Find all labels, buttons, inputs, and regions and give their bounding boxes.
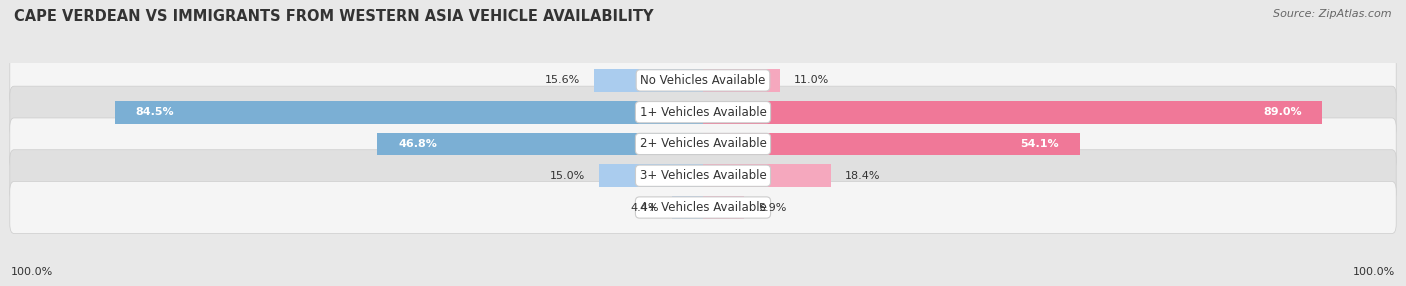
Bar	[703, 132, 1080, 155]
Text: 3+ Vehicles Available: 3+ Vehicles Available	[640, 169, 766, 182]
Text: 89.0%: 89.0%	[1263, 107, 1302, 117]
FancyBboxPatch shape	[10, 54, 1396, 106]
Text: 11.0%: 11.0%	[793, 76, 828, 86]
Bar	[672, 196, 703, 219]
Text: CAPE VERDEAN VS IMMIGRANTS FROM WESTERN ASIA VEHICLE AVAILABILITY: CAPE VERDEAN VS IMMIGRANTS FROM WESTERN …	[14, 9, 654, 23]
Text: 4.4%: 4.4%	[630, 202, 658, 212]
Bar	[115, 101, 703, 124]
Text: 2+ Vehicles Available: 2+ Vehicles Available	[640, 138, 766, 150]
Bar	[703, 69, 779, 92]
Bar	[703, 101, 1323, 124]
Text: 5.9%: 5.9%	[758, 202, 786, 212]
Text: 1+ Vehicles Available: 1+ Vehicles Available	[640, 106, 766, 119]
Bar	[599, 164, 703, 187]
Text: Source: ZipAtlas.com: Source: ZipAtlas.com	[1274, 9, 1392, 19]
Text: 15.0%: 15.0%	[550, 171, 585, 181]
Bar	[703, 196, 744, 219]
Text: 15.6%: 15.6%	[546, 76, 581, 86]
Bar	[595, 69, 703, 92]
Text: 84.5%: 84.5%	[136, 107, 174, 117]
FancyBboxPatch shape	[10, 150, 1396, 202]
FancyBboxPatch shape	[10, 182, 1396, 233]
FancyBboxPatch shape	[10, 86, 1396, 138]
Text: No Vehicles Available: No Vehicles Available	[640, 74, 766, 87]
FancyBboxPatch shape	[10, 118, 1396, 170]
Text: 46.8%: 46.8%	[398, 139, 437, 149]
Text: 18.4%: 18.4%	[845, 171, 880, 181]
Text: 54.1%: 54.1%	[1019, 139, 1059, 149]
Text: 100.0%: 100.0%	[1353, 267, 1395, 277]
Text: 4+ Vehicles Available: 4+ Vehicles Available	[640, 201, 766, 214]
Bar	[703, 164, 831, 187]
Bar	[377, 132, 703, 155]
Text: 100.0%: 100.0%	[11, 267, 53, 277]
